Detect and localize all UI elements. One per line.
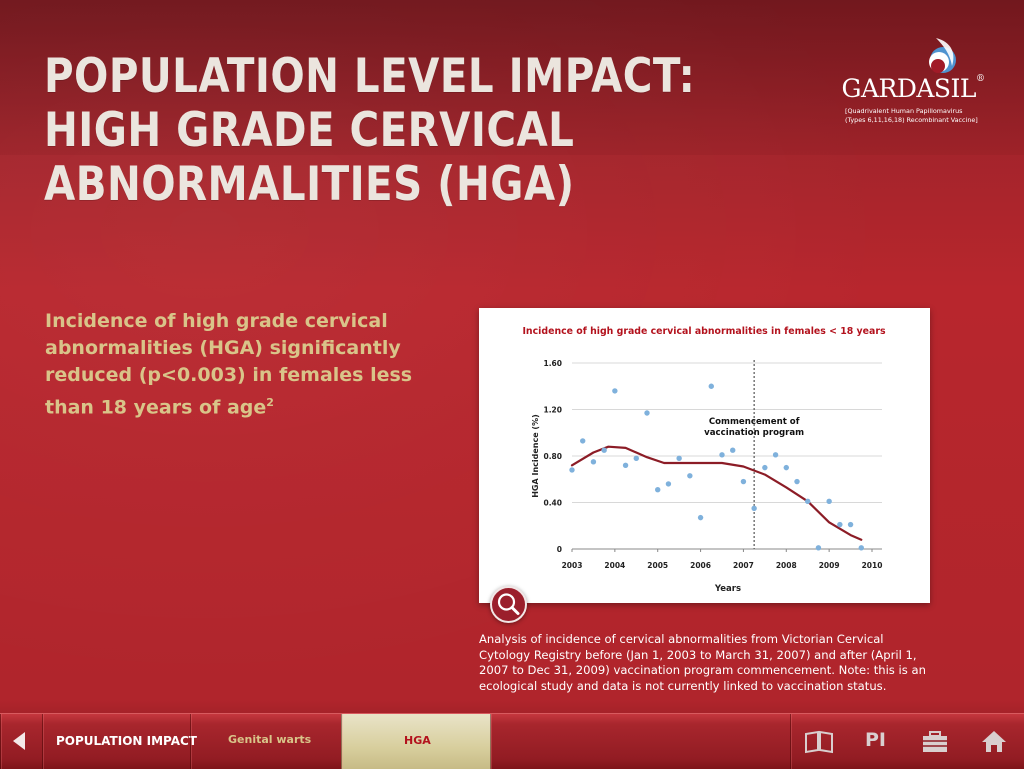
data-point — [783, 464, 789, 471]
brand-name: GARDASIL® — [838, 74, 988, 103]
brand-subtitle-line-2: (Types 6,11,16,18) Recombinant Vaccine] — [845, 116, 978, 124]
nav-tab-population-impact[interactable]: POPULATION IMPACT — [42, 714, 197, 769]
book-icon — [805, 730, 833, 754]
x-axis-label: Years — [714, 584, 741, 594]
annotation-line-2: vaccination program — [704, 428, 804, 438]
back-arrow-icon — [13, 732, 25, 750]
pi-button[interactable]: PI — [859, 726, 893, 756]
data-point — [740, 478, 747, 485]
x-tick-label: 2010 — [862, 561, 883, 570]
chart-title: Incidence of high grade cervical abnorma… — [522, 326, 886, 337]
brand-name-text: GARDASIL — [841, 74, 977, 103]
bottom-nav-bar: POPULATION IMPACT Genital warts HGA PI — [0, 713, 1024, 769]
briefcase-button[interactable] — [918, 726, 952, 756]
data-point — [708, 383, 714, 389]
data-point — [590, 459, 597, 465]
data-point — [676, 455, 682, 462]
data-point — [837, 521, 843, 528]
gardasil-logo: GARDASIL® [Quadrivalent Human Papillomav… — [838, 36, 998, 128]
data-point — [751, 505, 757, 512]
hga-incidence-chart[interactable]: Incidence of high grade cervical abnorma… — [479, 308, 930, 603]
nav-tab-genital-warts[interactable]: Genital warts — [190, 714, 341, 769]
data-point — [665, 481, 672, 487]
y-tick-label: 1.60 — [543, 359, 562, 368]
data-point — [772, 452, 779, 458]
data-point — [719, 452, 725, 458]
y-tick-label: 1.20 — [543, 406, 562, 415]
nav-tab-hga[interactable]: HGA — [341, 714, 491, 769]
annotation-line-1: Commencement of — [709, 417, 800, 427]
x-tick-label: 2003 — [562, 561, 583, 570]
back-button[interactable] — [0, 714, 43, 769]
key-finding-text: Incidence of high grade cervical abnorma… — [45, 310, 413, 419]
nav-tab-hga-label: HGA — [404, 734, 431, 747]
data-point — [612, 388, 618, 394]
x-tick-label: 2005 — [647, 561, 668, 570]
page-title: POPULATION LEVEL IMPACT: HIGH GRADE CERV… — [44, 50, 695, 212]
chart-svg: Incidence of high grade cervical abnorma… — [522, 326, 886, 594]
page-title-line-2: HIGH GRADE CERVICAL — [44, 103, 575, 158]
book-button[interactable] — [802, 726, 836, 756]
data-point — [826, 498, 832, 505]
reference-number: 2 — [266, 396, 274, 409]
briefcase-icon — [923, 731, 947, 752]
nav-spacer — [490, 714, 791, 769]
nav-tab-population-impact-label: POPULATION IMPACT — [56, 734, 197, 748]
header-band — [0, 0, 1024, 155]
data-point — [815, 545, 822, 551]
trend-line — [570, 445, 863, 541]
gardasil-logo-mark-icon — [929, 38, 956, 73]
data-point — [794, 478, 800, 485]
chart-caption: Analysis of incidence of cervical abnorm… — [479, 632, 926, 694]
data-point — [601, 447, 607, 453]
x-tick-label: 2006 — [690, 561, 711, 570]
data-point — [633, 455, 639, 462]
magnifier-icon — [497, 593, 520, 615]
data-point — [858, 545, 864, 551]
data-point — [762, 464, 768, 471]
x-tick-label: 2004 — [604, 561, 625, 570]
x-tick-label: 2008 — [776, 561, 797, 570]
home-button[interactable] — [977, 726, 1011, 756]
brand-subtitle: [Quadrivalent Human Papillomavirus (Type… — [845, 107, 1005, 125]
page-title-line-3: ABNORMALITIES (HGA) — [44, 157, 575, 212]
brand-subtitle-line-1: [Quadrivalent Human Papillomavirus — [845, 107, 963, 115]
y-axis-label: HGA Incidence (%) — [531, 414, 540, 498]
x-tick-label: 2007 — [733, 561, 754, 570]
y-tick-label: 0.80 — [543, 452, 562, 461]
data-point — [655, 487, 661, 493]
data-point — [622, 462, 629, 468]
data-point — [697, 514, 704, 521]
y-tick-label: 0 — [557, 545, 562, 554]
data-point — [805, 498, 811, 505]
home-icon — [982, 731, 1006, 752]
nav-tab-genital-warts-label: Genital warts — [228, 733, 312, 746]
data-point — [580, 438, 586, 444]
data-point — [644, 410, 650, 416]
data-point — [569, 467, 575, 473]
zoom-button[interactable] — [490, 586, 527, 623]
y-tick-label: 0.40 — [543, 499, 562, 508]
nav-tools: PI — [790, 714, 1024, 769]
data-point — [847, 521, 854, 528]
pi-icon: PI — [865, 729, 886, 751]
data-point — [730, 447, 736, 453]
brand-registered-mark: ® — [976, 74, 985, 84]
x-tick-label: 2009 — [819, 561, 840, 570]
key-finding: Incidence of high grade cervical abnorma… — [45, 308, 435, 421]
page-title-line-1: POPULATION LEVEL IMPACT: — [44, 49, 696, 104]
data-point — [687, 473, 693, 479]
